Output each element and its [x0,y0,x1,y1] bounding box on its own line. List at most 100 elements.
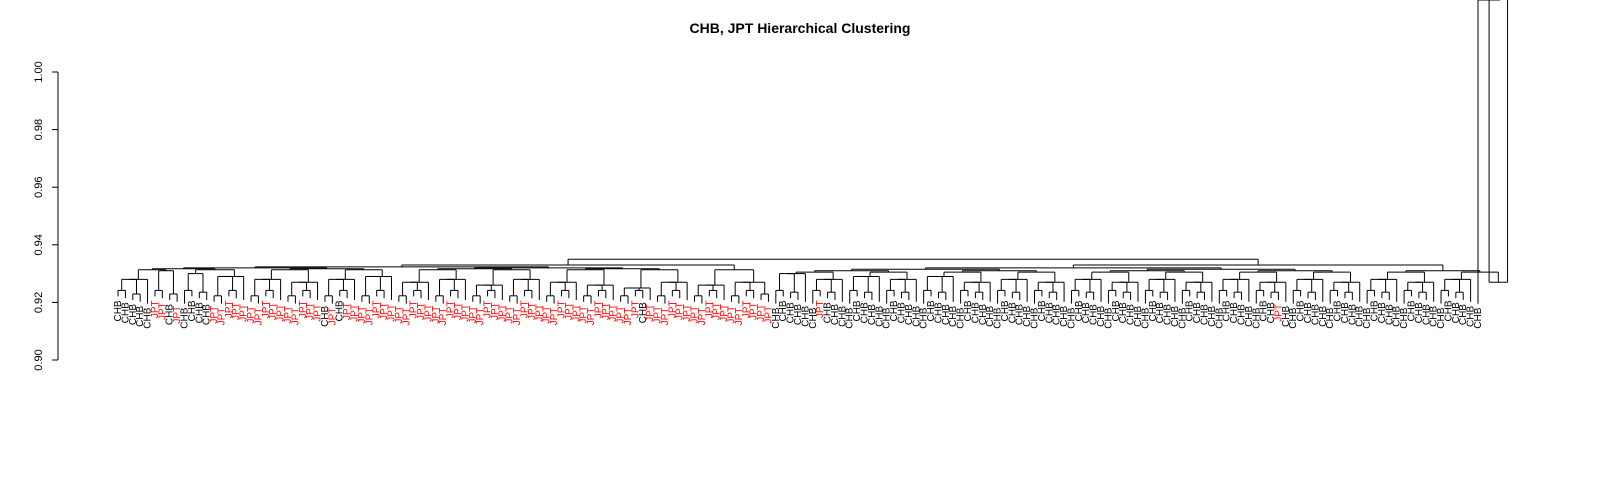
leaf-label: JPT [556,300,567,318]
leaf-label: CHB [941,304,952,325]
chart-title: CHB, JPT Hierarchical Clustering [689,20,911,36]
leaf-label: CHB [948,305,959,326]
leaf-label: CHB [860,302,871,323]
leaf-label: JPT [379,302,390,320]
leaf-label: CHB [1140,307,1151,328]
leaf-label: JPT [423,304,434,322]
leaf-label: CHB [1310,304,1321,325]
leaf-label: JPT [756,304,767,322]
leaf-label: JPT [520,300,531,318]
leaf-label: CHB [786,302,797,323]
leaf-label: CHB [1192,302,1203,323]
leaf-label: CHB [793,304,804,325]
leaf-label: CHB [1377,302,1388,323]
leaf-label: JPT [231,302,242,320]
leaf-label: CHB [800,305,811,326]
leaf-label: CHB [1281,305,1292,326]
leaf-label: CHB [1325,307,1336,328]
leaf-label: CHB [1251,307,1262,328]
leaf-label: JPT [660,308,671,326]
leaf-label: JPT [253,308,264,326]
leaf-label: CHB [1155,302,1166,323]
leaf-label: CHB [1007,302,1018,323]
leaf-label: CHB [1370,300,1381,321]
leaf-label: JPT [749,302,760,320]
leaf-label: CHB [1347,304,1358,325]
leaf-label: CHB [1126,304,1137,325]
leaf-label: JPT [216,308,227,326]
leaf-label: JPT [734,308,745,326]
leaf-label: JPT [224,300,235,318]
leaf-label: CHB [1015,304,1026,325]
leaf-label: CHB [1421,304,1432,325]
leaf-label: JPT [327,308,338,326]
leaf-label: CHB [1089,304,1100,325]
leaf-label: CHB [874,305,885,326]
leaf-label: JPT [409,300,420,318]
leaf-label: JPT [1273,304,1284,322]
leaf-label: CHB [1333,300,1344,321]
leaf-label: CHB [1355,305,1366,326]
leaf-label: JPT [394,306,405,324]
leaf-label: CHB [143,307,154,328]
leaf-label: CHB [911,305,922,326]
leaf-label: JPT [763,306,774,324]
leaf-label: JPT [601,302,612,320]
leaf-label: JPT [401,308,412,326]
leaf-label: CHB [1170,305,1181,326]
leaf-label: JPT [261,300,272,318]
leaf-label: CHB [985,305,996,326]
leaf-label: CHB [1074,300,1085,321]
leaf-label: CHB [926,300,937,321]
leaf-label: CHB [202,304,213,325]
leaf-label: CHB [1200,304,1211,325]
leaf-label: CHB [852,300,863,321]
leaf-label: CHB [113,300,124,321]
y-tick-label: 1.00 [33,61,45,82]
leaf-label: CHB [867,304,878,325]
leaf-label: CHB [1148,300,1159,321]
leaf-label: CHB [837,305,848,326]
leaf-label: CHB [830,304,841,325]
y-tick-label: 0.92 [33,292,45,313]
leaf-label: CHB [808,307,819,328]
leaf-label: JPT [490,302,501,320]
leaf-label: CHB [1384,304,1395,325]
leaf-label: CHB [1466,305,1477,326]
leaf-label: CHB [135,305,146,326]
leaf-label: JPT [697,308,708,326]
leaf-label: CHB [1185,300,1196,321]
leaf-label: CHB [1111,300,1122,321]
leaf-label: JPT [616,306,627,324]
leaf-label: CHB [194,302,205,323]
leaf-label: CHB [320,305,331,326]
leaf-label: JPT [719,304,730,322]
leaf-label: JPT [505,306,516,324]
leaf-label: JPT [438,308,449,326]
leaf-label: CHB [120,302,131,323]
leaf-label: JPT [483,300,494,318]
leaf-label: JPT [283,306,294,324]
leaf-label: JPT [542,306,553,324]
leaf-label: JPT [313,304,324,322]
leaf-label: CHB [778,300,789,321]
leaf-label: JPT [630,300,641,318]
leaf-label: JPT [645,304,656,322]
leaf-label: CHB [1340,302,1351,323]
leaf-label: CHB [1103,307,1114,328]
leaf-label: CHB [1406,300,1417,321]
leaf-label: CHB [978,304,989,325]
leaf-label: JPT [276,304,287,322]
leaf-label: CHB [1443,300,1454,321]
leaf-label: CHB [165,304,176,325]
leaf-label: JPT [704,300,715,318]
leaf-label: CHB [1244,305,1255,326]
leaf-label: CHB [1392,305,1403,326]
leaf-label: CHB [1022,305,1033,326]
leaf-label: CHB [1081,302,1092,323]
leaf-label: CHB [882,307,893,328]
y-tick-label: 0.96 [33,176,45,197]
leaf-label: CHB [970,302,981,323]
leaf-label: CHB [1451,302,1462,323]
